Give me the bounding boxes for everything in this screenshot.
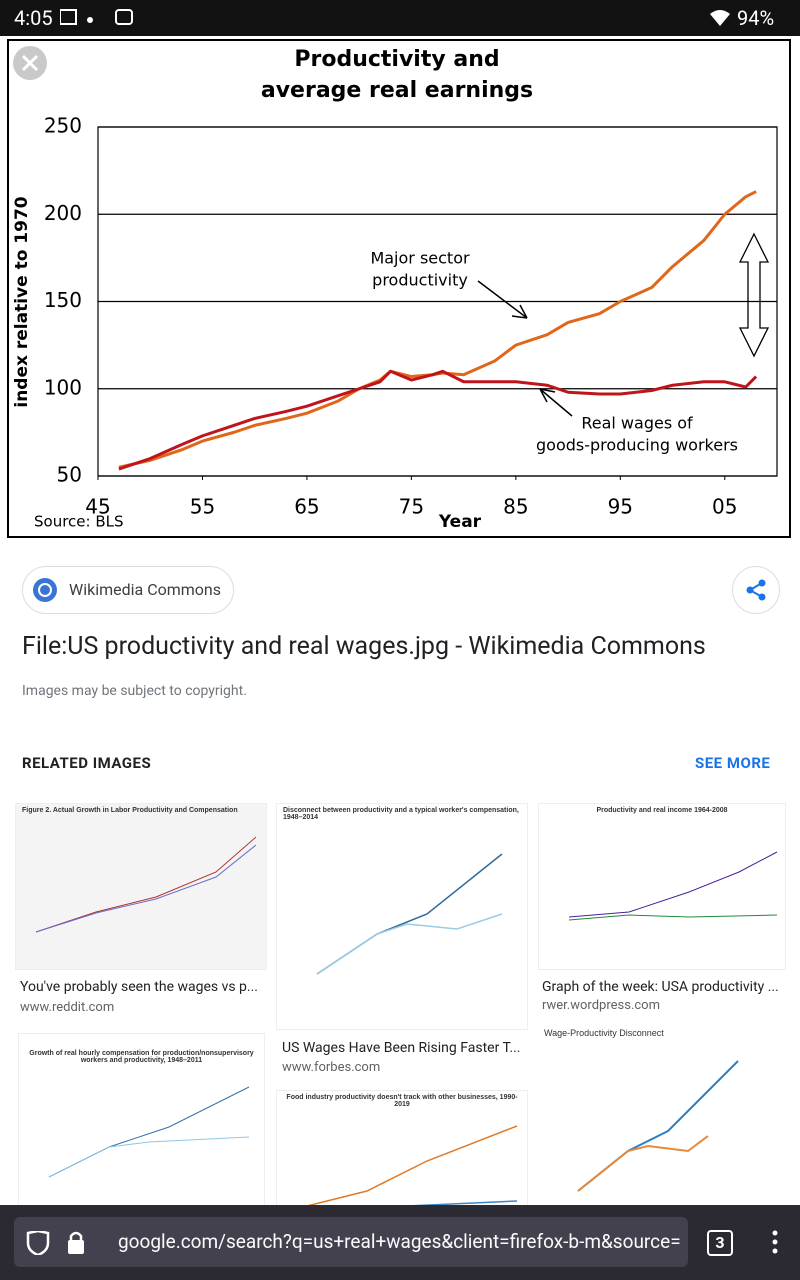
series-line [118,369,758,471]
chart-title: average real earnings [261,78,533,103]
image-frame [7,39,791,538]
section-heading: RELATED IMAGES [22,754,152,772]
thumb-title: Disconnect between productivity and a ty… [283,807,519,821]
thumbnail[interactable]: Productivity and real income 1964-2008 [538,803,786,970]
y-tick-label: 150 [44,288,82,312]
battery: 94% [737,6,775,30]
thumbnail[interactable]: Food industry productivity doesn't track… [276,1090,528,1207]
x-axis-label: Year [438,512,482,532]
annotation: Major sector [370,249,470,268]
chart-image: Productivity and average real earnings i… [0,36,800,542]
annotation-arrow [477,280,528,319]
thumbnail[interactable]: Figure 2. Actual Growth in Labor Product… [15,803,267,970]
x-tick-label: 05 [712,495,737,519]
thumb-caption[interactable]: You've probably seen the wages vs p... [20,979,258,995]
annotation: productivity [372,271,468,290]
close-icon [21,54,39,72]
security-icons [26,1231,84,1255]
thumb-title: Wage-Productivity Disconnect [544,1028,664,1038]
result-title[interactable]: File:US productivity and real wages.jpg … [22,632,706,661]
x-tick-label: 65 [294,495,319,519]
chart-title: Productivity and [294,47,499,72]
annotation: Real wages of [581,414,693,433]
y-axis-label: index relative to 1970 [12,196,32,407]
thumb-art [306,1125,518,1206]
thumb-art [568,851,778,921]
source-chip[interactable]: Wikimedia Commons [22,566,234,614]
y-tick-label: 250 [44,114,82,138]
thumb-site: www.reddit.com [20,1000,115,1015]
thumb-caption[interactable]: US Wages Have Been Rising Faster T... [282,1040,521,1056]
thumbnail[interactable]: Growth of real hourly compensation for p… [18,1033,265,1207]
thumb-art [48,1086,250,1178]
thumb-art [316,853,503,975]
url-field[interactable]: google.com/search?q=us+real+wages&client… [14,1217,688,1267]
x-tick-label: 85 [503,495,528,519]
y-tick-label: 100 [44,375,82,399]
thumb-site: rwer.wordpress.com [542,998,660,1013]
annotation: goods-producing workers [536,436,738,455]
y-tick-label: 50 [57,463,82,487]
url-text: google.com/search?q=us+real+wages&client… [118,1230,681,1253]
thumb-art [577,1060,739,1192]
thumbnail[interactable]: Disconnect between productivity and a ty… [276,803,528,1030]
share-button[interactable] [732,566,780,614]
status-icons [60,9,133,25]
wikimedia-icon [33,578,57,602]
thumb-title: Growth of real hourly compensation for p… [29,1050,254,1064]
see-more[interactable]: SEE MORE [695,754,771,772]
chip-label: Wikimedia Commons [69,580,222,599]
tab-counter[interactable]: 3 [707,1230,733,1256]
thumb-caption[interactable]: Graph of the week: USA productivity ... [542,979,779,995]
thumbnail[interactable]: Wage-Productivity Disconnect [538,1025,784,1205]
source: Source: BLS [34,513,124,531]
clock: 4:05 [14,6,53,30]
annotation-arrow [539,388,573,417]
wifi-icon [710,10,730,26]
thumb-art [35,836,257,933]
y-tick-label: 200 [44,201,82,225]
thumb-site: www.forbes.com [282,1060,381,1075]
x-tick-label: 95 [608,495,633,519]
menu-button[interactable] [770,1229,780,1257]
image-bg [0,36,800,542]
plot-frame [97,126,778,477]
x-tick-label: 55 [190,495,215,519]
thumb-title: Productivity and real income 1964-2008 [596,807,728,814]
thumb-title: Figure 2. Actual Growth in Labor Product… [22,807,238,814]
gap-arrow [738,232,770,358]
status-bar: 4:05 94% [0,0,800,36]
copyright-note: Images may be subject to copyright. [22,683,247,699]
share-icon [746,579,766,601]
thumb-title: Food industry productivity doesn't track… [286,1094,518,1108]
x-tick-label: 45 [85,495,110,519]
x-tick-label: 75 [399,495,424,519]
browser-toolbar: google.com/search?q=us+real+wages&client… [0,1205,800,1280]
